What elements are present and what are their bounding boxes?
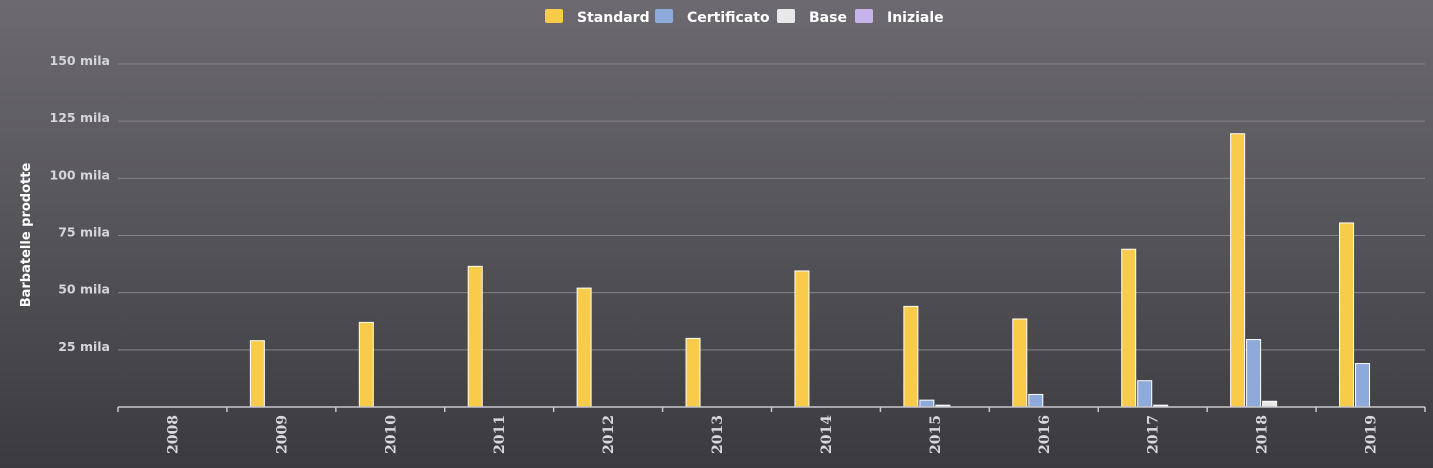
bar-standard-2014[interactable] — [794, 270, 810, 408]
bar-series — [249, 133, 1371, 408]
y-tick-label: 75 mila — [58, 225, 110, 240]
x-tick-label-2017: 2017 — [1146, 415, 1162, 454]
y-tick-label: 100 mila — [50, 167, 110, 182]
x-tick-label-2009: 2009 — [274, 415, 290, 454]
bar-certificato-2016[interactable] — [1028, 393, 1044, 408]
y-tick-label: 25 mila — [58, 339, 110, 354]
bar-standard-2010[interactable] — [358, 321, 374, 408]
bar-certificato-2017[interactable] — [1137, 380, 1153, 408]
legend-item-iniziale[interactable]: Iniziale — [855, 9, 944, 26]
bar-standard-2016[interactable] — [1012, 318, 1028, 408]
bar-standard-2015[interactable] — [903, 305, 919, 408]
y-axis-label: Barbatelle prodotte — [19, 163, 34, 308]
bar-standard-2018[interactable] — [1230, 133, 1246, 408]
bar-standard-2019[interactable] — [1339, 222, 1355, 408]
x-tick-label-2011: 2011 — [492, 415, 508, 454]
x-tick-label-2015: 2015 — [928, 415, 944, 454]
y-gridlines — [118, 63, 1425, 351]
x-tick-label-2018: 2018 — [1255, 415, 1271, 454]
y-tick-label: 125 mila — [50, 110, 110, 125]
legend-item-certificato[interactable]: Certificato — [655, 9, 770, 26]
bar-certificato-2015[interactable] — [919, 399, 935, 408]
legend-item-base[interactable]: Base — [777, 9, 847, 26]
legend-label-base: Base — [809, 10, 847, 26]
x-tick-label-2014: 2014 — [819, 415, 835, 454]
bar-standard-2012[interactable] — [576, 287, 592, 408]
x-tick-label-2016: 2016 — [1037, 415, 1053, 454]
y-tick-label: 150 mila — [50, 53, 110, 68]
legend-label-certificato: Certificato — [687, 10, 770, 26]
bar-certificato-2018[interactable] — [1246, 339, 1262, 408]
legend-label-iniziale: Iniziale — [887, 10, 944, 26]
legend-swatch-base — [777, 9, 795, 23]
y-tick-labels: 25 mila 50 mila 75 mila 100 mila 125 mila 150… — [50, 53, 110, 354]
legend-swatch-certificato — [655, 9, 673, 23]
x-tick-label-2010: 2010 — [383, 415, 399, 454]
bar-standard-2013[interactable] — [685, 337, 701, 408]
chart-legend: Standard Certificato Base Iniziale — [545, 9, 944, 26]
bar-base-2018[interactable] — [1262, 400, 1278, 408]
legend-swatch-iniziale — [855, 9, 873, 23]
legend-item-standard[interactable]: Standard — [545, 9, 650, 26]
x-axis: 2008 2009 2010 2011 2012 2013 2014 2015 2016 2017… — [117, 406, 1426, 454]
x-tick-label-2019: 2019 — [1364, 415, 1380, 454]
bar-standard-2011[interactable] — [467, 265, 483, 408]
bar-certificato-2019[interactable] — [1355, 363, 1371, 408]
x-tick-label-2013: 2013 — [710, 415, 726, 454]
x-tick-label-2008: 2008 — [165, 415, 181, 454]
legend-label-standard: Standard — [577, 10, 650, 26]
x-tick-label-2012: 2012 — [601, 415, 617, 454]
y-tick-label: 50 mila — [58, 282, 110, 297]
bar-standard-2017[interactable] — [1121, 248, 1137, 408]
bar-standard-2009[interactable] — [249, 340, 265, 408]
legend-swatch-standard — [545, 9, 563, 23]
